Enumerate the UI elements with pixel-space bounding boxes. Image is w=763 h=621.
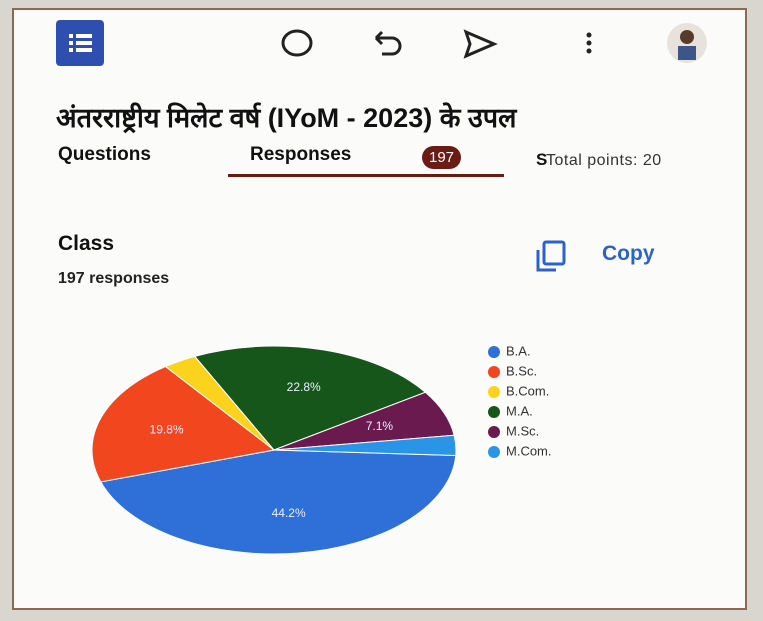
palette-icon[interactable] <box>281 29 313 57</box>
legend-label: B.Com. <box>506 383 549 398</box>
pie-slice <box>193 345 427 451</box>
copy-button[interactable]: Copy <box>602 242 655 265</box>
copy-icon[interactable] <box>536 240 566 272</box>
pie-slice <box>273 434 457 456</box>
legend-label: M.Sc. <box>506 423 539 438</box>
legend-label: M.A. <box>506 403 533 418</box>
slice-label: 19.8% <box>150 423 184 437</box>
legend-swatch <box>488 366 500 378</box>
slice-label: 22.8% <box>287 380 321 394</box>
legend-swatch <box>488 346 500 358</box>
response-badge: 197 <box>422 146 462 169</box>
tab-questions[interactable]: Questions <box>58 144 151 165</box>
form-title: अंतरराष्ट्रीय मिलेट वर्ष (IYoM - 2023) क… <box>56 103 517 133</box>
pie-slice <box>91 365 276 483</box>
toolbar-icons <box>56 20 707 272</box>
legend-label: M.Com. <box>506 443 552 458</box>
question-title: Class <box>58 232 115 255</box>
legend-swatch <box>488 386 500 398</box>
total-points: Total points: 20 <box>546 152 662 169</box>
undo-icon[interactable] <box>374 30 402 56</box>
slice-label: 44.2% <box>272 506 306 520</box>
form-card: अंतरराष्ट्रीय मिलेट वर्ष (IYoM - 2023) क… <box>12 8 747 610</box>
legend-swatch <box>488 406 500 418</box>
response-count: 197 responses <box>58 270 170 287</box>
send-icon[interactable] <box>463 29 498 59</box>
pie-chart: 44.2% 19.8% 22.8% 7.1% B.A. B.Sc. B.Com. M.A. M.… <box>91 343 552 555</box>
legend-label: B.A. <box>506 343 531 358</box>
legend-swatch <box>488 446 500 458</box>
legend-label: B.Sc. <box>506 363 537 378</box>
tab-underline <box>228 174 504 177</box>
tab-settings[interactable]: S <box>536 150 548 169</box>
pie-slice <box>100 449 457 555</box>
slice-label: 7.1% <box>366 419 394 433</box>
legend-swatch <box>488 426 500 438</box>
tab-responses[interactable]: Responses <box>250 144 352 165</box>
more-icon[interactable] <box>586 32 592 54</box>
